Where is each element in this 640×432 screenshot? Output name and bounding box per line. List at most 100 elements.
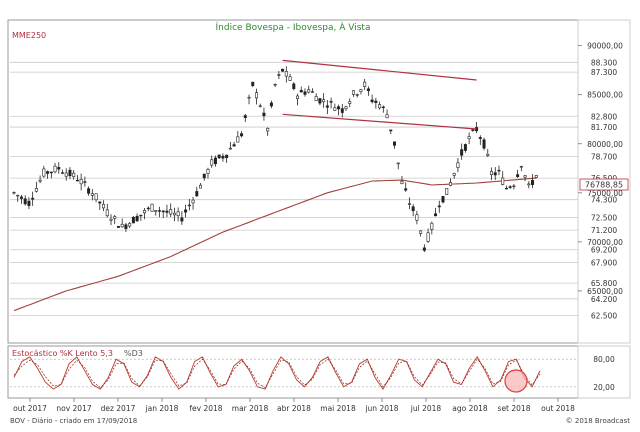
candle-body <box>98 201 102 204</box>
candle-body <box>519 166 523 168</box>
candle-body <box>344 106 348 110</box>
candle-body <box>396 162 400 165</box>
candle-body <box>385 114 389 119</box>
footer-right: © 2018 Broadcast <box>566 417 631 425</box>
trend-lines <box>282 59 477 130</box>
candle-body <box>381 106 385 109</box>
candle-body <box>269 102 273 107</box>
stochastic-series-legend: %D3 <box>124 349 143 358</box>
x-tick-label: out 2017 <box>13 404 47 413</box>
candle-body <box>75 179 79 182</box>
candle-body <box>434 213 438 217</box>
candle-body <box>258 105 262 107</box>
candle-body <box>407 203 411 205</box>
candle-body <box>355 94 359 96</box>
y-tick-label: 70000,00 <box>587 238 623 247</box>
trend-line <box>282 113 477 130</box>
candle-body <box>310 91 314 93</box>
candle-body <box>411 206 415 212</box>
stochastic-series-line <box>13 356 541 390</box>
candle-body <box>262 112 266 117</box>
candle-body <box>303 91 307 95</box>
candle-body <box>83 181 87 183</box>
stochastic-highlight <box>504 369 528 393</box>
ema-legend: MME250 <box>12 31 46 40</box>
candle-body <box>143 210 147 214</box>
candle-body <box>493 172 497 176</box>
candle-body <box>452 173 456 176</box>
candle-body <box>221 155 225 159</box>
candle-body <box>456 162 460 168</box>
candle-body <box>437 205 441 208</box>
candle-body <box>240 133 244 137</box>
level-label: 64.200 <box>591 295 617 304</box>
x-tick-label: ago 2018 <box>452 404 488 413</box>
candle-body <box>113 216 117 219</box>
candle-body <box>325 105 329 108</box>
y-tick-label: 85000,00 <box>587 91 623 100</box>
candle-body <box>415 214 419 221</box>
candle-body <box>176 211 180 217</box>
candle-body <box>64 172 68 177</box>
candle-body <box>430 222 434 230</box>
price-axis: 90000,00 85000,00 80000,00 75000,00 70000,00… <box>578 42 623 296</box>
candle-body <box>504 187 508 190</box>
candle-body <box>31 197 35 200</box>
candle-body <box>273 83 277 86</box>
candle-body <box>94 193 98 201</box>
candle-body <box>422 247 426 251</box>
y-tick-label: 80000,00 <box>587 140 623 149</box>
candle-body <box>49 171 53 174</box>
x-tick-label: mar 2018 <box>232 404 269 413</box>
candle-body <box>501 177 505 185</box>
candle-body <box>135 215 139 222</box>
x-tick-label: set 2018 <box>498 404 531 413</box>
x-tick-label: abr 2018 <box>277 404 311 413</box>
candle-body <box>389 129 393 132</box>
level-label: 69.200 <box>591 246 617 255</box>
candle-body <box>228 147 232 150</box>
x-tick-label: fev 2018 <box>189 404 222 413</box>
level-label: 67.900 <box>591 258 617 267</box>
candle-body <box>210 159 214 166</box>
candle-body <box>284 71 288 77</box>
candle-body <box>404 188 408 191</box>
candle-body <box>281 68 285 72</box>
y-tick-label: 65000,00 <box>587 287 623 296</box>
candle-body <box>124 224 128 229</box>
candle-body <box>445 188 449 195</box>
candle-body <box>213 157 217 165</box>
level-label: 76.500 <box>591 174 617 183</box>
price-panel-frame <box>7 19 579 344</box>
candle-body <box>288 76 292 81</box>
candle-body <box>27 200 31 206</box>
candle-body <box>322 99 326 103</box>
candle-body <box>172 212 176 216</box>
candle-body <box>90 193 94 196</box>
candle-body <box>471 129 475 131</box>
candle-body <box>184 209 188 213</box>
candle-body <box>19 196 23 199</box>
x-tick-label: jun 2018 <box>364 404 398 413</box>
last-price-label: 76788,85 <box>585 181 623 190</box>
candle-body <box>508 186 512 188</box>
candle-body <box>333 107 337 111</box>
y-tick-label: 75000,00 <box>587 189 623 198</box>
stochastic-layer: 80,00 20,00 <box>10 355 615 392</box>
candle-body <box>116 226 120 228</box>
candle-body <box>206 169 210 174</box>
candle-body <box>139 214 143 217</box>
candle-body <box>180 217 184 222</box>
last-price-tag <box>579 178 629 191</box>
candle-body <box>482 139 486 149</box>
candle-body <box>109 218 113 221</box>
candle-body <box>202 173 206 179</box>
candle-body <box>79 179 83 185</box>
candle-body <box>38 179 42 182</box>
candle-body <box>154 210 158 212</box>
candle-body <box>150 203 154 212</box>
level-label: 65.800 <box>591 279 617 288</box>
candle-body <box>254 92 258 99</box>
